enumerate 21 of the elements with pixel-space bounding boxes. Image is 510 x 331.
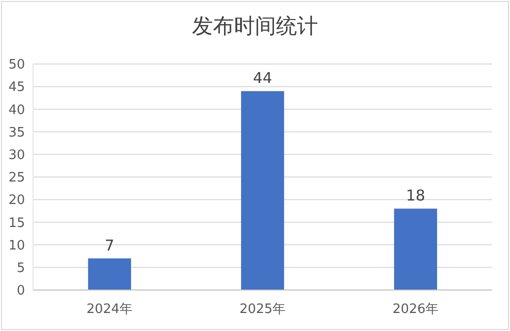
y-tick-label: 30 — [8, 148, 25, 164]
y-tick-label: 5 — [16, 261, 25, 276]
y-tick-label: 40 — [8, 102, 25, 118]
x-tick-label: 2025年 — [239, 302, 286, 318]
bar — [241, 91, 284, 290]
y-tick-label: 50 — [8, 58, 25, 73]
bar — [394, 208, 438, 290]
y-tick-label: 20 — [8, 193, 25, 208]
data-label: 18 — [406, 186, 426, 205]
chart-title: 发布时间统计 — [191, 13, 319, 40]
y-tick-label: 0 — [16, 284, 25, 299]
y-tick-label: 10 — [8, 238, 25, 254]
data-label: 7 — [104, 236, 114, 254]
y-tick-label: 15 — [8, 216, 25, 231]
y-tick-label: 25 — [8, 170, 25, 186]
y-tick-label: 45 — [8, 80, 25, 96]
y-tick-label: 35 — [8, 125, 25, 140]
x-tick-label: 2026年 — [392, 302, 439, 318]
x-tick-label: 2024年 — [86, 302, 133, 318]
bar — [88, 258, 132, 290]
data-label: 44 — [253, 69, 272, 88]
